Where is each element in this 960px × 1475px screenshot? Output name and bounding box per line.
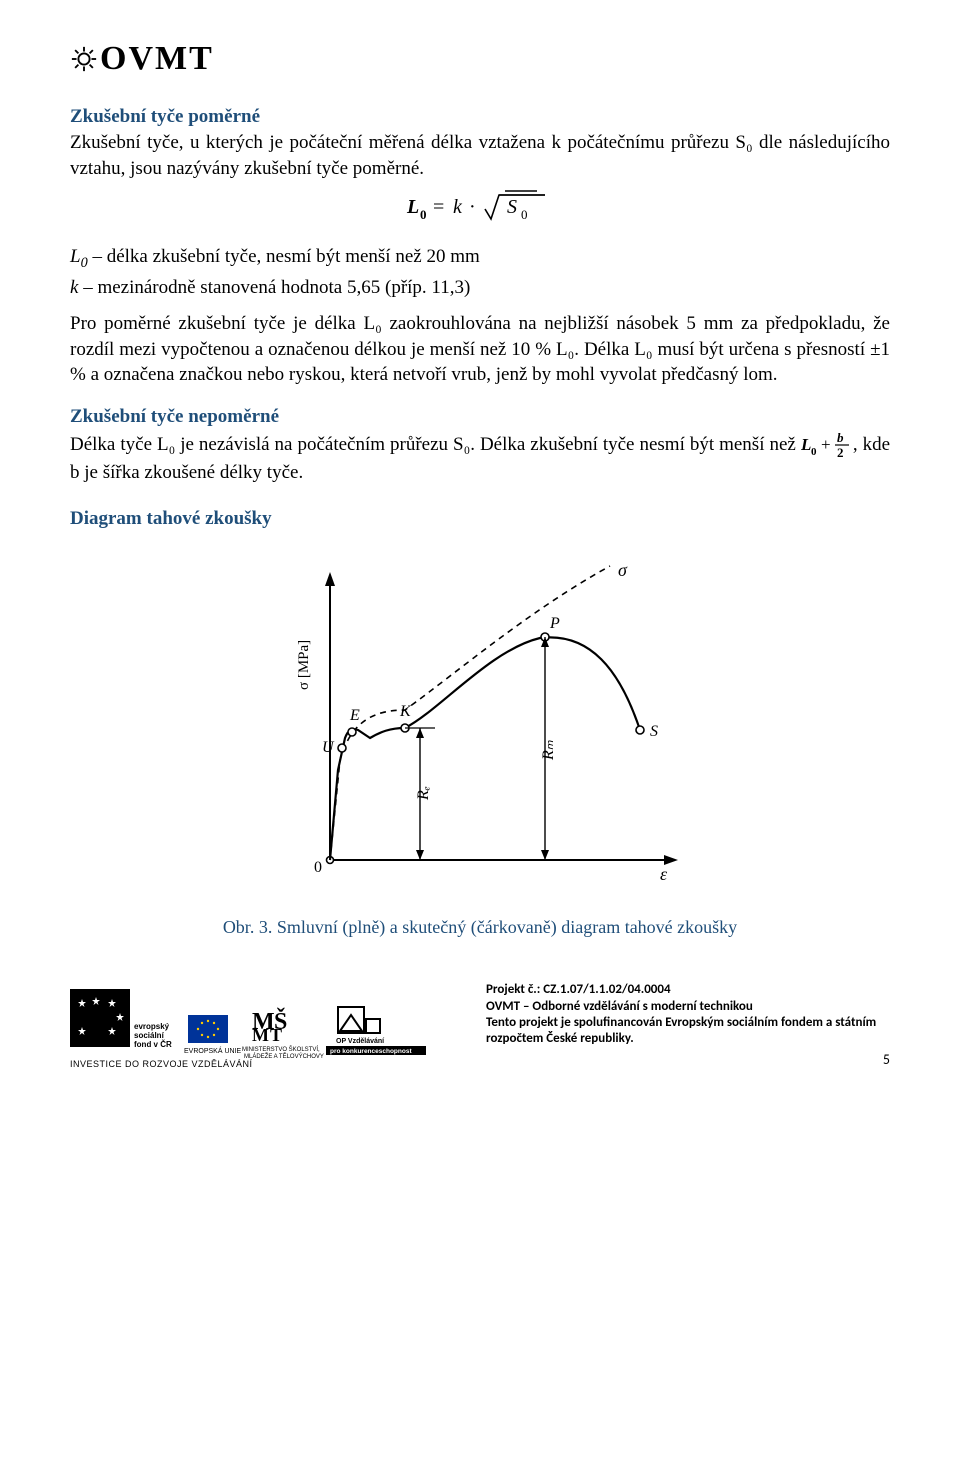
gear-icon bbox=[70, 45, 98, 73]
svg-text:S: S bbox=[650, 723, 658, 740]
project-name: OVMT – Odborné vzdělávání s moderní tech… bbox=[486, 999, 890, 1015]
svg-text:fond v ČR: fond v ČR bbox=[134, 1040, 172, 1049]
ovmt-logo: OVMT bbox=[70, 40, 890, 78]
svg-text:L: L bbox=[801, 435, 811, 454]
svg-text:0: 0 bbox=[420, 207, 427, 222]
def-l0: L0 – délka zkušební tyče, nesmí být menš… bbox=[70, 244, 890, 273]
svg-text:K: K bbox=[399, 703, 412, 720]
origin-label: 0 bbox=[314, 859, 322, 876]
heading-diagram: Diagram tahové zkoušky bbox=[70, 508, 890, 530]
page-footer: evropský sociální fond v ČR EVROPSKÁ UNI… bbox=[70, 979, 890, 1069]
svg-text:·: · bbox=[469, 196, 476, 218]
svg-text:U: U bbox=[322, 739, 335, 756]
svg-text:+: + bbox=[821, 435, 831, 454]
para-pomerne: Zkušební tyče, u kterých je počáteční mě… bbox=[70, 130, 890, 181]
x-axis-label: ε bbox=[660, 864, 668, 884]
svg-text:P: P bbox=[549, 615, 560, 632]
page-number: 5 bbox=[486, 1051, 890, 1069]
svg-text:pro konkurenceschopnost: pro konkurenceschopnost bbox=[330, 1048, 412, 1055]
svg-text:sociální: sociální bbox=[134, 1031, 165, 1040]
svg-text:0: 0 bbox=[521, 207, 528, 222]
svg-text:b: b bbox=[837, 430, 844, 445]
svg-text:evropský: evropský bbox=[134, 1022, 170, 1031]
svg-text:EVROPSKÁ UNIE: EVROPSKÁ UNIE bbox=[184, 1046, 242, 1055]
footer-text: Projekt č.: CZ.1.07/1.1.02/04.0004 OVMT … bbox=[486, 982, 890, 1069]
svg-text:L: L bbox=[406, 196, 419, 218]
heading-pomerne: Zkušební tyče poměrné bbox=[70, 106, 890, 128]
tensile-diagram: 0 σ [MPa] ε U E K P S σ Rₑ Rₘ bbox=[70, 560, 890, 895]
definitions-block: L0 – délka zkušební tyče, nesmí být menš… bbox=[70, 244, 890, 301]
svg-text:2: 2 bbox=[837, 445, 844, 460]
svg-text:σ: σ bbox=[618, 560, 628, 580]
svg-text:E: E bbox=[349, 707, 360, 724]
formula-l0: L 0 = k · S 0 bbox=[70, 189, 890, 230]
svg-text:=: = bbox=[433, 196, 444, 218]
heading-nepomerne: Zkušební tyče nepoměrné bbox=[70, 406, 890, 428]
svg-text:T: T bbox=[270, 1025, 282, 1045]
svg-text:OP Vzdělávání: OP Vzdělávání bbox=[336, 1038, 385, 1045]
def-k: k – mezinárodně stanovená hodnota 5,65 (… bbox=[70, 275, 890, 301]
svg-text:S: S bbox=[507, 196, 517, 218]
svg-text:INVESTICE DO ROZVOJE VZDĚLÁVÁN: INVESTICE DO ROZVOJE VZDĚLÁVÁNÍ bbox=[70, 1059, 253, 1069]
para-nepomerne: Délka tyče L₀ je nezávislá na počátečním… bbox=[70, 430, 890, 486]
y-axis-label: σ [MPa] bbox=[296, 639, 312, 689]
cofinance-text: Tento projekt je spolufinancován Evropsk… bbox=[486, 1015, 890, 1048]
svg-text:MLÁDEŽE A TĚLOVÝCHOVY: MLÁDEŽE A TĚLOVÝCHOVY bbox=[244, 1052, 324, 1060]
project-code: Projekt č.: CZ.1.07/1.1.02/04.0004 bbox=[486, 982, 890, 998]
figure-caption: Obr. 3. Smluvní (plně) a skutečný (čárko… bbox=[70, 915, 890, 939]
svg-text:Rₘ: Rₘ bbox=[540, 740, 557, 761]
svg-text:k: k bbox=[453, 196, 463, 218]
footer-logo-strip: evropský sociální fond v ČR EVROPSKÁ UNI… bbox=[70, 979, 470, 1069]
para-rounding: Pro poměrné zkušební tyče je délka L₀ za… bbox=[70, 311, 890, 388]
logo-text: OVMT bbox=[100, 40, 214, 78]
svg-text:M: M bbox=[252, 1025, 269, 1045]
svg-text:Rₑ: Rₑ bbox=[415, 786, 432, 801]
svg-text:MINISTERSTVO ŠKOLSTVÍ,: MINISTERSTVO ŠKOLSTVÍ, bbox=[242, 1046, 320, 1053]
svg-text:0: 0 bbox=[811, 446, 817, 458]
